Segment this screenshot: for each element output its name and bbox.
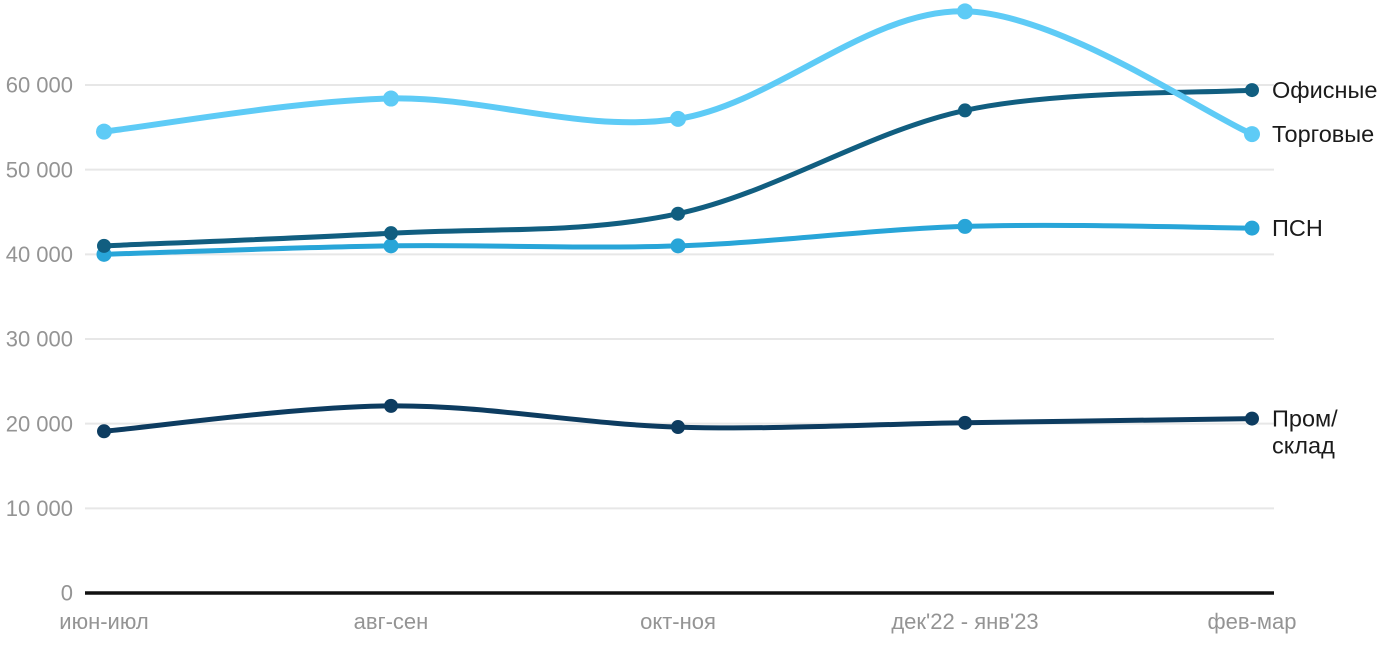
x-category-label: фев-мар [1208, 609, 1297, 634]
series-point-retail [1244, 126, 1260, 143]
series-point-prom-sklad [1245, 411, 1259, 426]
y-tick-label: 50 000 [6, 157, 73, 182]
series-point-psn [383, 238, 399, 254]
y-tick-label: 0 [61, 581, 73, 606]
series-psn [96, 218, 1260, 262]
x-category-label: дек'22 - янв'23 [891, 609, 1038, 634]
series-point-retail [670, 110, 686, 127]
y-tick-label: 60 000 [6, 73, 73, 98]
series-point-retail [96, 123, 112, 140]
series-point-offices [958, 103, 972, 118]
series-point-prom-sklad [958, 415, 972, 430]
y-tick-label: 40 000 [6, 242, 73, 267]
series-point-psn [957, 218, 973, 234]
series-point-retail [957, 3, 973, 20]
series-label-psn: ПСН [1272, 215, 1323, 241]
series-label-offices: Офисные [1272, 77, 1377, 103]
series-point-psn [1244, 220, 1260, 236]
x-category-label: авг-сен [354, 609, 429, 634]
series-point-offices [671, 206, 685, 221]
series-label-retail: Торговые [1272, 121, 1374, 147]
series-label-prom-sklad: Пром/склад [1272, 406, 1338, 459]
series-point-offices [1245, 83, 1259, 98]
series-point-psn [670, 238, 686, 254]
series-point-offices [384, 226, 398, 241]
x-category-label: июн-июл [59, 609, 148, 634]
series-point-prom-sklad [97, 424, 111, 439]
series-point-retail [383, 90, 399, 107]
series-prom-sklad [97, 398, 1259, 439]
series-point-prom-sklad [384, 398, 398, 413]
y-tick-label: 10 000 [6, 496, 73, 521]
series-point-offices [97, 238, 111, 253]
series-point-prom-sklad [671, 420, 685, 435]
series-offices [97, 83, 1259, 253]
y-tick-label: 30 000 [6, 327, 73, 352]
series-retail [96, 3, 1260, 143]
x-category-label: окт-ноя [640, 609, 716, 634]
y-tick-label: 20 000 [6, 411, 73, 436]
